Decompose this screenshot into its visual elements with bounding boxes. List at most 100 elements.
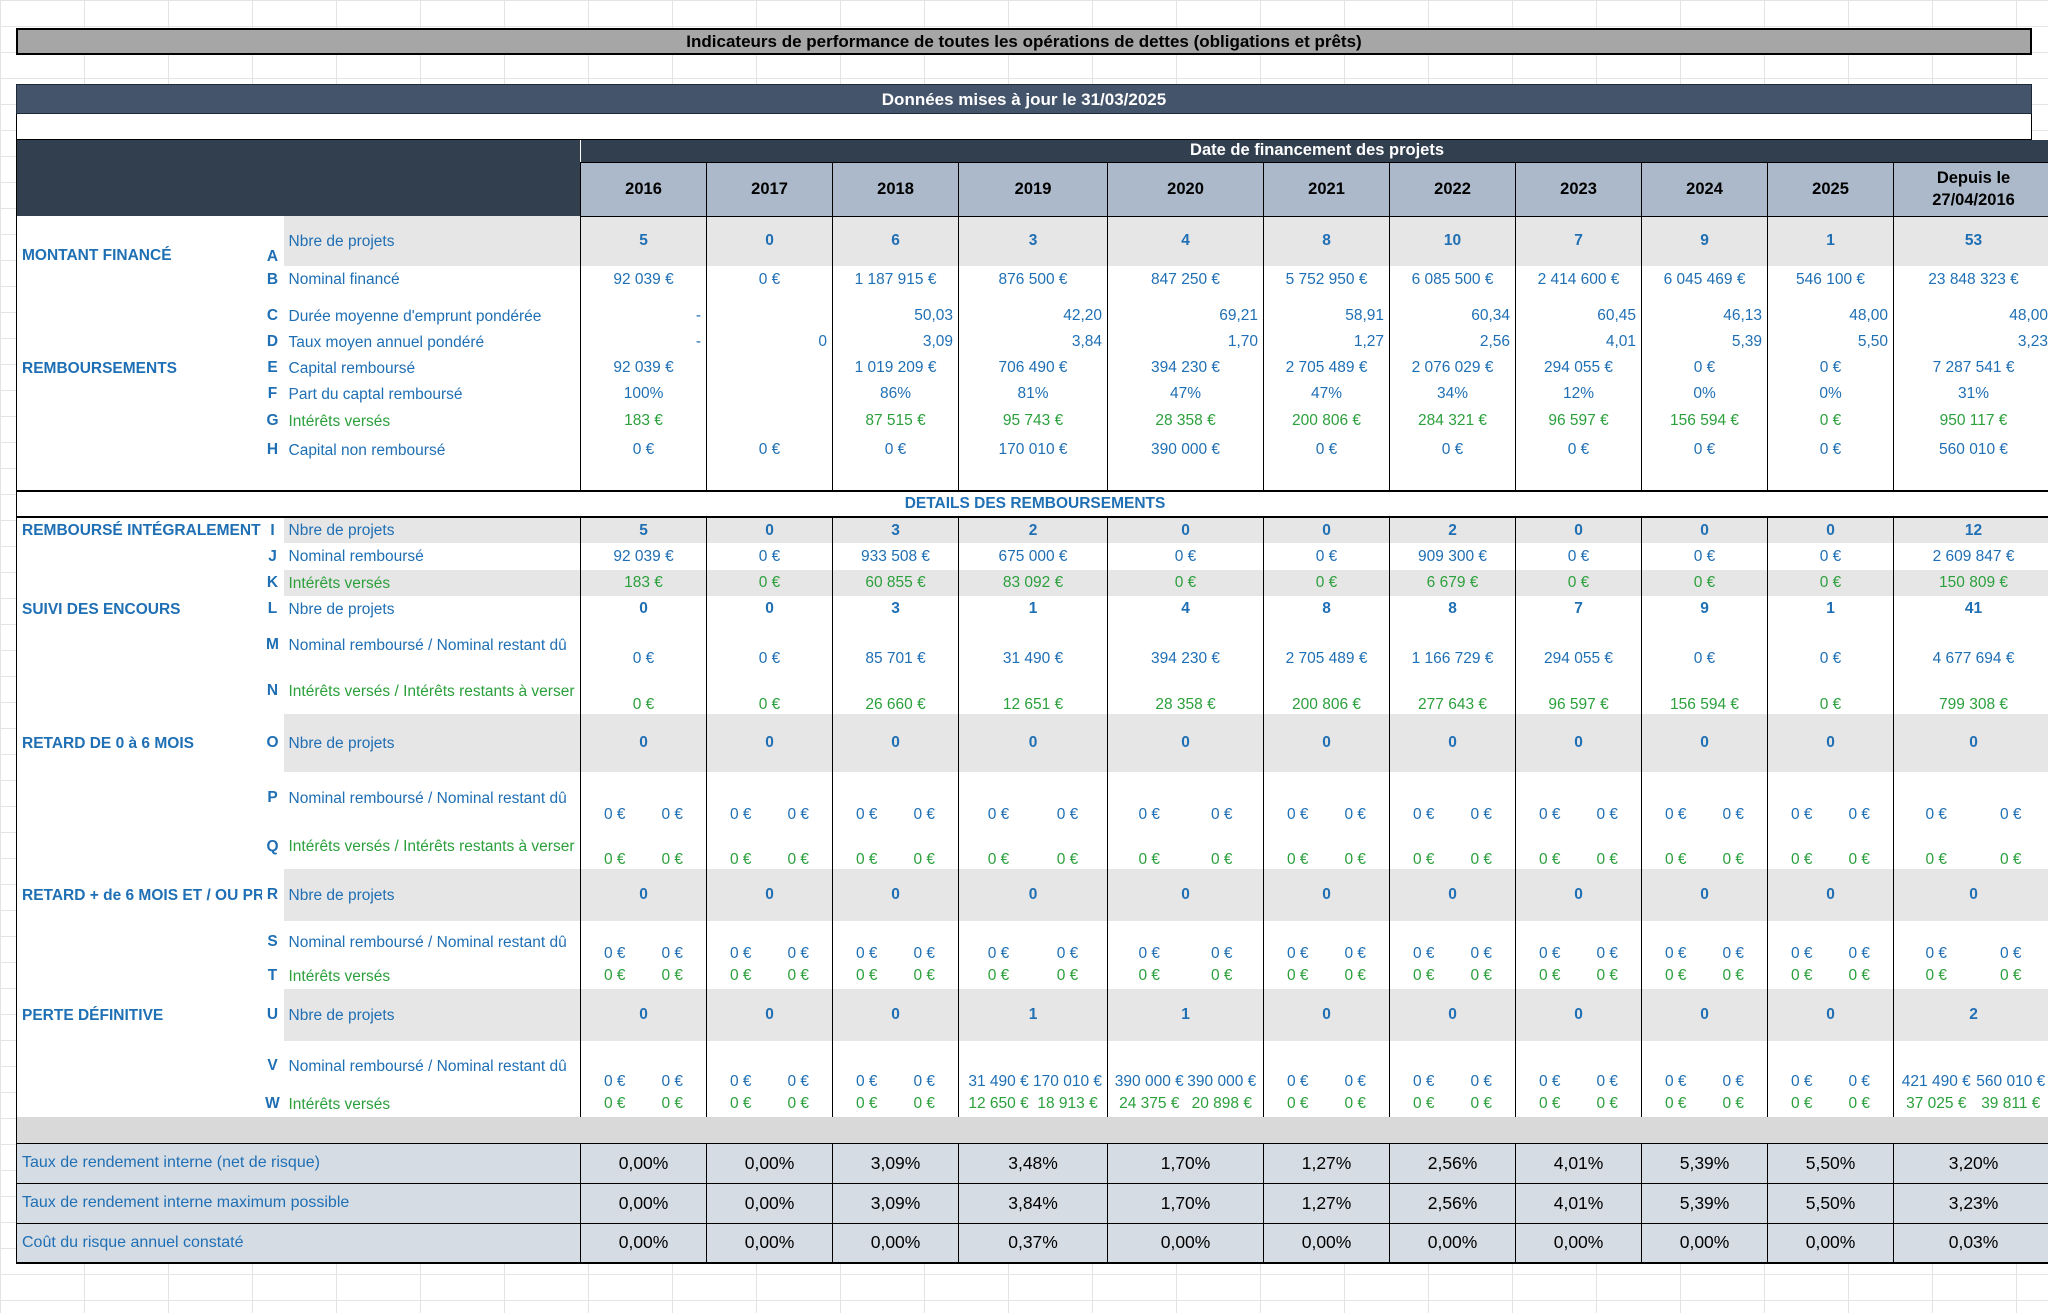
cell-value: 1,70 bbox=[1107, 329, 1264, 355]
cell-subvalue: 0 € bbox=[1539, 851, 1561, 868]
cell-pair: 0 € 0 € bbox=[1899, 945, 2048, 963]
cell-subvalue: 0 € bbox=[1665, 967, 1687, 984]
cell-subvalue: 0 € bbox=[1413, 851, 1435, 868]
year-header: 2023 bbox=[1515, 161, 1643, 217]
cell-value: 0 € 0 € bbox=[1767, 1091, 1894, 1117]
cell-value: 85 701 € bbox=[832, 622, 959, 668]
cell-subvalue: 560 010 € bbox=[1976, 1073, 2046, 1090]
summary-row: Taux de rendement interne (net de risque… bbox=[15, 1142, 2048, 1184]
row-letter: E bbox=[267, 359, 278, 376]
year-header: 2021 bbox=[1263, 161, 1391, 217]
row-label: Nbre de projets bbox=[283, 517, 581, 543]
cell-value: 1,27 bbox=[1263, 329, 1390, 355]
cell-value: 100% bbox=[580, 381, 707, 407]
cell-value: 0 € bbox=[706, 622, 833, 668]
row-label: Durée moyenne d'emprunt pondérée bbox=[288, 307, 542, 325]
row-letter: M bbox=[266, 636, 279, 653]
cell-subvalue: 0 € bbox=[987, 945, 1010, 962]
cell-pair: 31 490 €170 010 € bbox=[964, 1073, 1102, 1091]
cell-value: 0 € 0 € bbox=[1107, 921, 1264, 963]
cell-subvalue: 0 € bbox=[1344, 945, 1367, 962]
row-letter: K bbox=[266, 574, 279, 591]
spacer-cell bbox=[706, 293, 833, 303]
cell-value: 2 bbox=[958, 517, 1108, 543]
cell-value: 0 € bbox=[706, 435, 833, 465]
summary-value: 5,50% bbox=[1767, 1182, 1894, 1224]
cell-value: 28 358 € bbox=[1107, 668, 1264, 714]
cell-value: 69,21 bbox=[1107, 303, 1264, 329]
cell-value: 4 677 694 € bbox=[1893, 622, 2048, 668]
cell-value: 156 594 € bbox=[1641, 668, 1768, 714]
cell-subvalue: 0 € bbox=[730, 851, 752, 868]
cell-value: 7 bbox=[1515, 216, 1642, 266]
cell-subvalue: 0 € bbox=[913, 1073, 936, 1090]
section-label bbox=[16, 824, 262, 869]
cell-subvalue: 0 € bbox=[856, 1073, 878, 1090]
section-label bbox=[16, 921, 262, 963]
cell-value: 83 092 € bbox=[958, 570, 1108, 596]
cell-value: 87 515 € bbox=[832, 407, 959, 435]
cell-subvalue: 0 € bbox=[1925, 967, 1948, 984]
cell-value: 0 bbox=[706, 329, 833, 355]
cell-pair: 0 € 0 € bbox=[1269, 1073, 1384, 1091]
cell-value: 0 € 0 € bbox=[1641, 772, 1768, 824]
cell-value: 200 806 € bbox=[1263, 407, 1390, 435]
page-title: Indicateurs de performance de toutes les… bbox=[16, 28, 2032, 55]
row-letter: C bbox=[266, 307, 279, 324]
spacer-row bbox=[15, 293, 2048, 303]
section-label bbox=[16, 1091, 262, 1117]
cell-value: 47% bbox=[1107, 381, 1264, 407]
summary-value: 3,20% bbox=[1893, 1142, 2048, 1184]
cell-value: 1 bbox=[1767, 216, 1894, 266]
summary-label: Coût du risque annuel constaté bbox=[15, 1222, 581, 1264]
header-years-row: 2016 2017 2018 2019 2020 2021 2022 2023 2024 2025… bbox=[17, 161, 2048, 217]
cell-value: 8 bbox=[1263, 216, 1390, 266]
cell-value: 0 bbox=[1767, 714, 1894, 772]
cell-value: 0 bbox=[1767, 869, 1894, 921]
cell-value: 0 € bbox=[1767, 622, 1894, 668]
row-p: P Nominal remboursé / Nominal restant dû 0… bbox=[16, 772, 2048, 824]
cell-pair: 0 € 0 € bbox=[964, 967, 1102, 985]
cell-value: 1 019 209 € bbox=[832, 355, 959, 381]
cell-value: 31 490 € bbox=[958, 622, 1108, 668]
cell-value: 42,20 bbox=[958, 303, 1108, 329]
cell-value: 0 € bbox=[1641, 570, 1768, 596]
cell-value bbox=[706, 381, 833, 407]
row-e: REMBOURSEMENTS E Capital remboursé 92 039 €… bbox=[16, 355, 2048, 381]
cell-subvalue: 0 € bbox=[913, 967, 936, 984]
cell-value: 0 € 0 € bbox=[1263, 1091, 1390, 1117]
cell-value: 0 € 0 € bbox=[1107, 772, 1264, 824]
row-letter: S bbox=[267, 933, 278, 950]
cell-value: 0 € 0 € bbox=[958, 921, 1108, 963]
summary-value: 0,00% bbox=[706, 1222, 833, 1264]
cell-value: 0 € bbox=[1389, 435, 1516, 465]
cell-value: 2 bbox=[1389, 517, 1516, 543]
cell-value: 294 055 € bbox=[1515, 622, 1642, 668]
cell-value: 0 € bbox=[1767, 570, 1894, 596]
cell-subvalue: 0 € bbox=[856, 806, 878, 823]
cell-value: 0 bbox=[1263, 517, 1390, 543]
cell-value: 0 € bbox=[706, 668, 833, 714]
section-label bbox=[16, 772, 262, 824]
cell-subvalue: 0 € bbox=[856, 1095, 878, 1112]
cell-value: 0 bbox=[1767, 517, 1894, 543]
cell-subvalue: 39 811 € bbox=[1981, 1095, 2041, 1112]
cell-value: 0 € 0 € bbox=[1515, 1091, 1642, 1117]
cell-value: 3,09 bbox=[832, 329, 959, 355]
cell-value: 1 166 729 € bbox=[1389, 622, 1516, 668]
cell-subvalue: 0 € bbox=[1344, 1095, 1367, 1112]
summary-value: 5,50% bbox=[1767, 1142, 1894, 1184]
cell-subvalue: 20 898 € bbox=[1191, 1095, 1252, 1112]
cell-subvalue: 0 € bbox=[1413, 806, 1435, 823]
cell-value: 0 € 0 € bbox=[832, 772, 959, 824]
cell-pair: 0 € 0 € bbox=[1647, 967, 1762, 985]
row-label: Nbre de projets bbox=[283, 869, 581, 921]
cell-value bbox=[706, 407, 833, 435]
cell-value: 0 € 0 € bbox=[580, 921, 707, 963]
cell-pair: 421 490 € 560 010 € bbox=[1899, 1073, 2048, 1091]
cell-value: 183 € bbox=[580, 570, 707, 596]
spacer-row bbox=[15, 465, 2048, 491]
cell-pair: 0 € 0 € bbox=[586, 851, 701, 869]
cell-subvalue: 0 € bbox=[787, 1095, 810, 1112]
cell-value: 3,23 bbox=[1893, 329, 2048, 355]
